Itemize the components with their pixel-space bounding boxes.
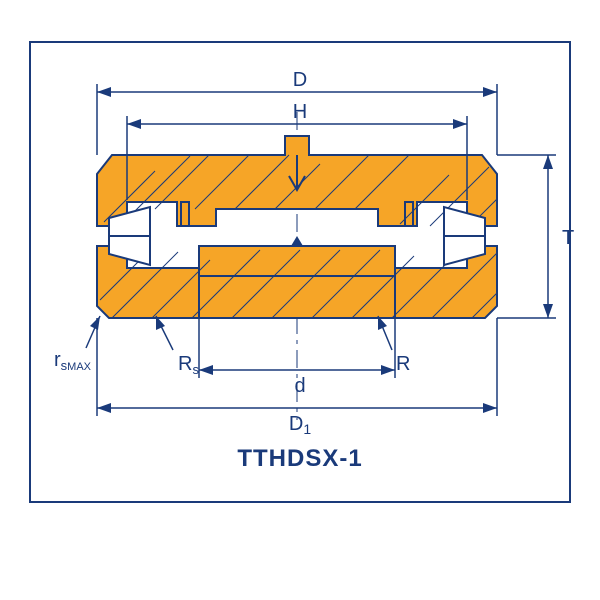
dim-D-label: D [293, 69, 307, 91]
bearing-diagram: D H d D1 T rsMAX Rs R TTHDSX-1 [0, 0, 600, 600]
dim-H-label: H [293, 101, 307, 123]
lug-left [181, 202, 189, 226]
center-mark [291, 236, 303, 246]
lower-ring [97, 246, 497, 318]
dim-T-label: T [562, 227, 574, 249]
callout-R: R [396, 353, 410, 375]
dim-D1-label: D1 [289, 413, 311, 437]
dim-d-label: d [294, 375, 305, 397]
lug-right [405, 202, 413, 226]
callout-rsmax: rsMAX [54, 349, 92, 373]
diagram-title: TTHDSX-1 [237, 445, 362, 472]
callout-Rs: Rs [178, 353, 199, 377]
